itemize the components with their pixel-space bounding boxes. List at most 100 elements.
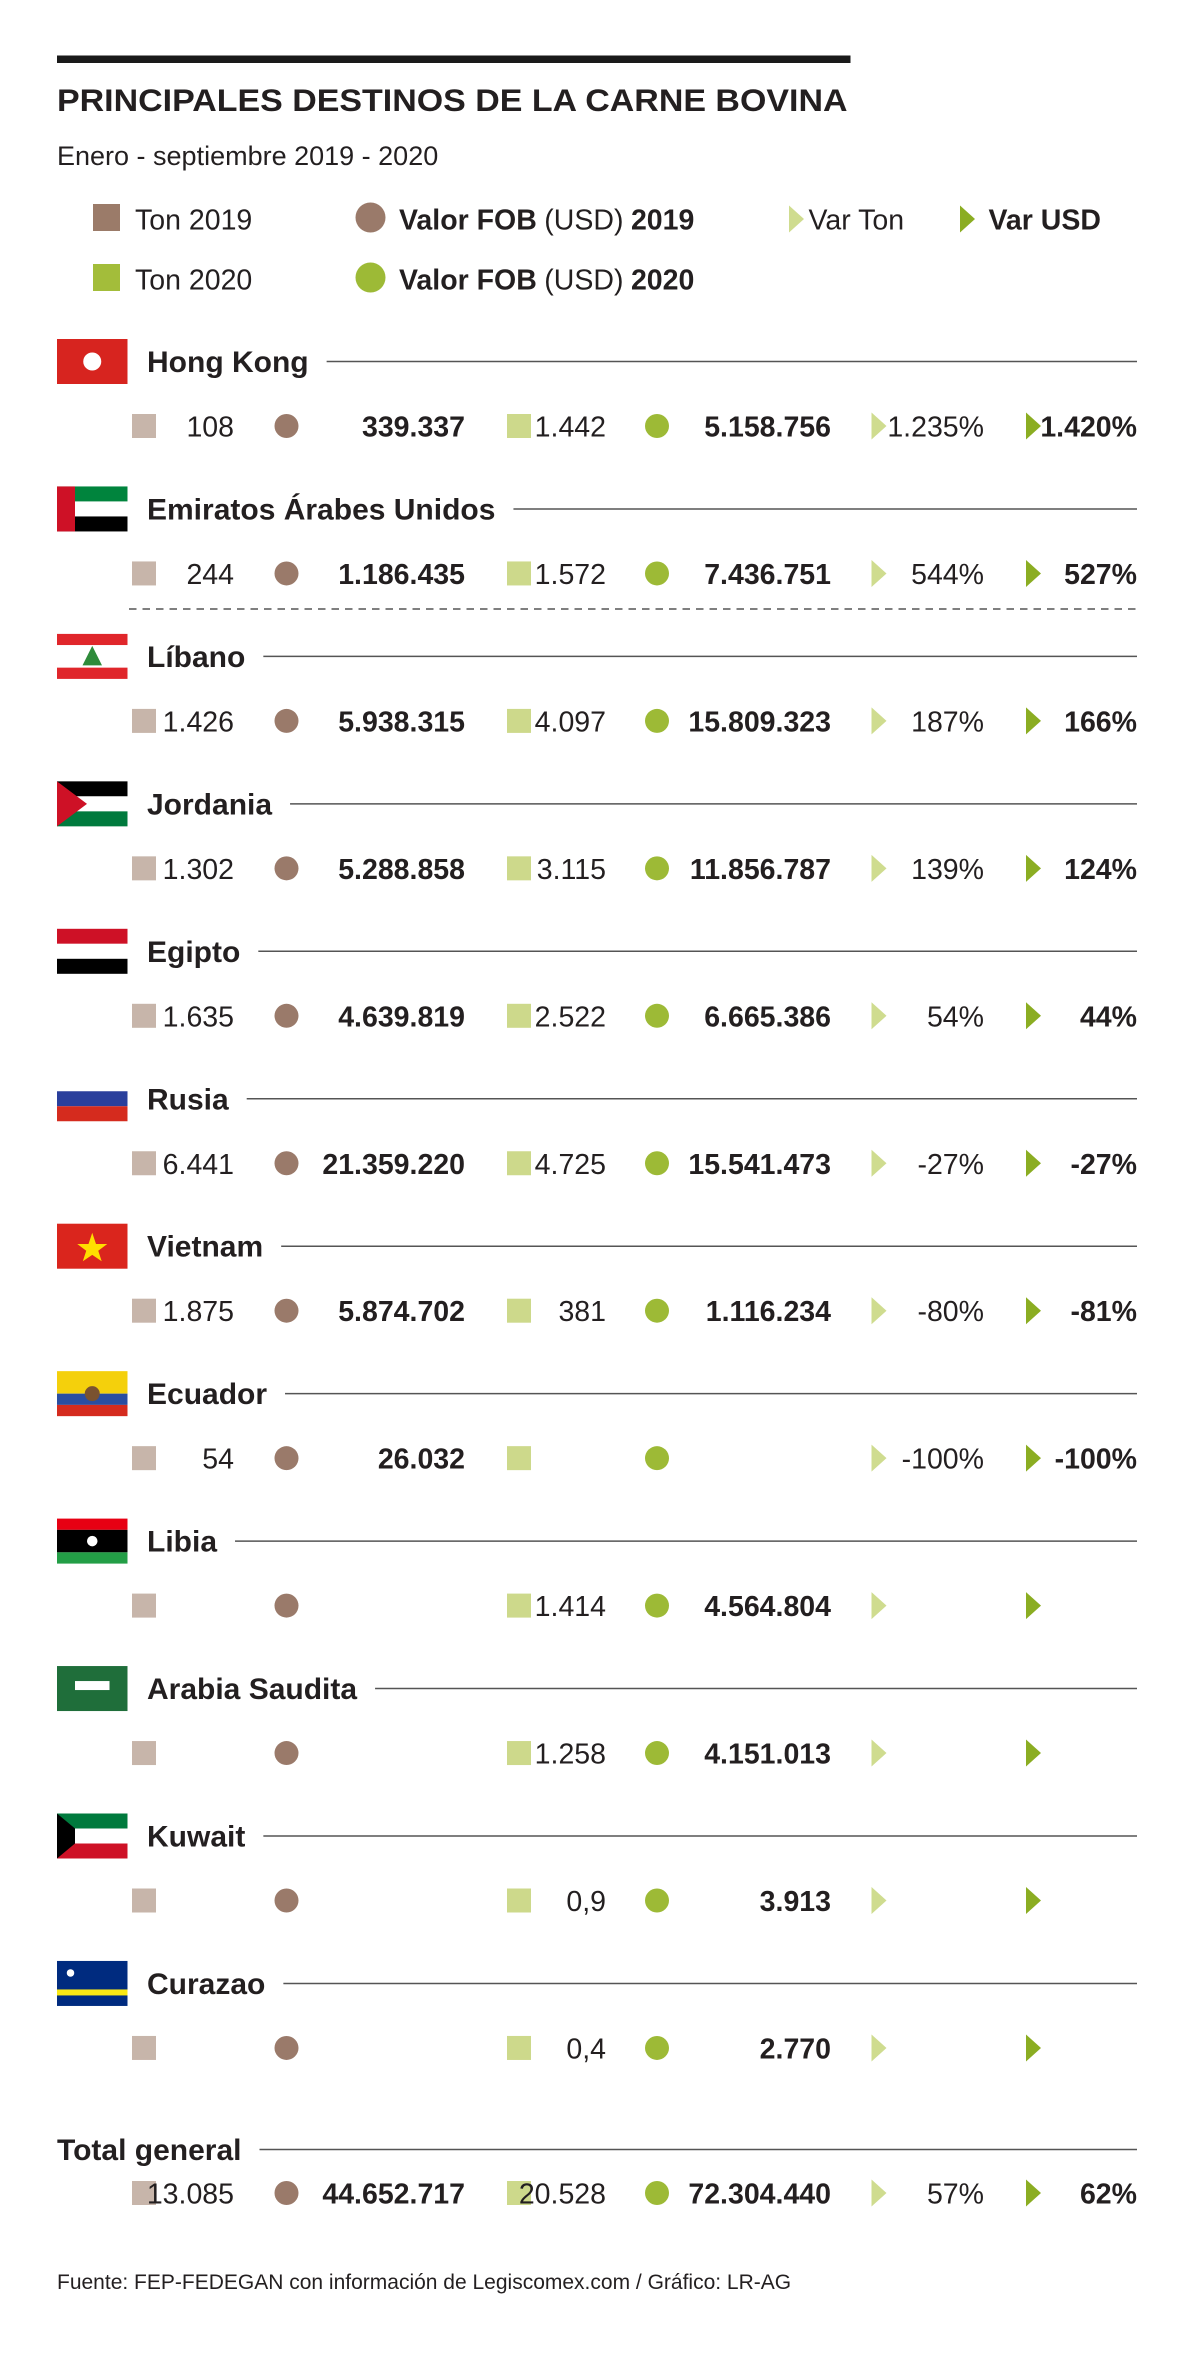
cell-value: 44% xyxy=(1080,1001,1137,1033)
circle-icon xyxy=(274,1298,299,1323)
flag-part xyxy=(57,781,87,827)
cell-value: 13.085 xyxy=(147,2179,234,2211)
content: PRINCIPALES DESTINOS DE LA CARNE BOVINA … xyxy=(57,55,1137,2294)
circle-icon xyxy=(645,561,669,586)
cell-value: 381 xyxy=(558,1296,606,1328)
legend-label: Valor FOB (USD) 2020 xyxy=(399,265,694,297)
square-icon xyxy=(507,2181,531,2205)
legend-label-part: Valor FOB xyxy=(399,205,537,237)
row-label: Hong Kong xyxy=(147,346,309,379)
flag-part xyxy=(57,1371,128,1394)
flag xyxy=(57,1813,128,1859)
square-icon xyxy=(132,1151,156,1176)
circle-icon xyxy=(645,2035,669,2060)
cell-value: 1.572 xyxy=(535,559,606,591)
flag xyxy=(57,928,128,974)
cell-value: 72.304.440 xyxy=(688,2179,831,2211)
cell-value: 1.420% xyxy=(1040,412,1137,444)
square-icon xyxy=(507,2035,531,2060)
legend-label: Ton 2019 xyxy=(135,205,252,237)
triangle-icon xyxy=(1026,1592,1041,1620)
flag-part xyxy=(57,486,75,532)
circle-icon xyxy=(645,1446,669,1471)
cell-value: 5.938.315 xyxy=(338,706,465,738)
cell-value: 4.151.013 xyxy=(704,1739,831,1771)
flag-part xyxy=(57,667,128,679)
legend-label-part: (USD) xyxy=(544,205,623,237)
cell-value: -80% xyxy=(917,1296,984,1328)
square-icon xyxy=(507,1741,531,1766)
cell-value: 4.639.819 xyxy=(338,1001,465,1033)
flag xyxy=(57,1223,128,1269)
row-label: Líbano xyxy=(147,641,245,674)
cell-value: 1.235% xyxy=(887,412,984,444)
square-icon xyxy=(507,561,531,586)
legend-label: Ton 2020 xyxy=(135,265,252,297)
flag xyxy=(57,486,128,532)
flag xyxy=(57,1666,128,1712)
cell-value: -27% xyxy=(1070,1149,1137,1181)
circle-icon xyxy=(274,1151,299,1176)
circle-icon xyxy=(645,414,669,438)
square-icon xyxy=(132,1593,156,1618)
legend-label-part: 2019 xyxy=(631,205,694,237)
row-label: Curazao xyxy=(147,1968,265,2001)
circle-icon xyxy=(645,856,669,881)
square-icon xyxy=(132,1298,156,1323)
cell-value: 166% xyxy=(1064,706,1137,738)
triangle-icon xyxy=(1026,1887,1041,1914)
circle-icon xyxy=(645,1298,669,1323)
cell-value: 0,4 xyxy=(566,2033,606,2065)
legend-label-part: 2020 xyxy=(631,265,694,297)
triangle-icon xyxy=(1026,2034,1041,2062)
square-icon xyxy=(132,2035,156,2060)
legend-label-part: (USD) xyxy=(544,265,623,297)
row-label: Kuwait xyxy=(147,1821,245,1854)
triangle-icon xyxy=(1026,412,1041,440)
cell-value: 6.665.386 xyxy=(704,1001,831,1033)
circle-icon xyxy=(274,561,299,586)
square-icon xyxy=(132,1003,156,1028)
cell-value: 62% xyxy=(1080,2179,1137,2211)
circle-icon xyxy=(274,1888,299,1913)
cell-value: 244 xyxy=(186,559,234,591)
circle-icon xyxy=(645,1593,669,1618)
square-icon xyxy=(132,1446,156,1471)
square-icon xyxy=(132,708,156,733)
cell-value: 15.541.473 xyxy=(688,1149,831,1181)
triangle-icon xyxy=(871,1297,887,1325)
cell-value: 2.522 xyxy=(535,1001,606,1033)
square-icon xyxy=(93,204,120,231)
circle-icon xyxy=(274,1003,299,1028)
flag-part xyxy=(57,1518,128,1530)
circle-icon xyxy=(274,2181,299,2205)
triangle-icon xyxy=(1026,854,1041,882)
square-icon xyxy=(507,1003,531,1028)
square-icon xyxy=(132,414,156,438)
cell-value: 1.442 xyxy=(535,412,606,444)
cell-value: 3.913 xyxy=(760,1886,831,1918)
row-label: Emiratos Árabes Unidos xyxy=(147,492,495,526)
cell-value: 4.725 xyxy=(535,1149,606,1181)
triangle-icon xyxy=(871,1887,887,1914)
row-label: Rusia xyxy=(147,1083,229,1116)
row-label: Libia xyxy=(147,1526,217,1559)
flag-part xyxy=(57,781,128,797)
cell-value: 187% xyxy=(911,706,984,738)
circle-icon xyxy=(645,1151,669,1176)
source-note: Fuente: FEP-FEDEGAN con información de L… xyxy=(57,2271,791,2294)
cell-value: 5.874.702 xyxy=(338,1296,465,1328)
flag-part xyxy=(57,811,128,827)
flag-part xyxy=(57,1813,75,1859)
cell-value: 1.186.435 xyxy=(338,559,465,591)
flag xyxy=(57,339,128,384)
square-icon xyxy=(507,1593,531,1618)
cell-value: 124% xyxy=(1064,854,1137,886)
cell-value: 339.337 xyxy=(362,412,465,444)
flag-part xyxy=(57,1404,128,1417)
cell-value: 4.564.804 xyxy=(704,1591,831,1623)
triangle-icon xyxy=(1026,1297,1041,1325)
triangle-icon xyxy=(871,2034,887,2062)
legend-label: Var Ton xyxy=(809,205,905,237)
cell-value: -27% xyxy=(917,1149,984,1181)
